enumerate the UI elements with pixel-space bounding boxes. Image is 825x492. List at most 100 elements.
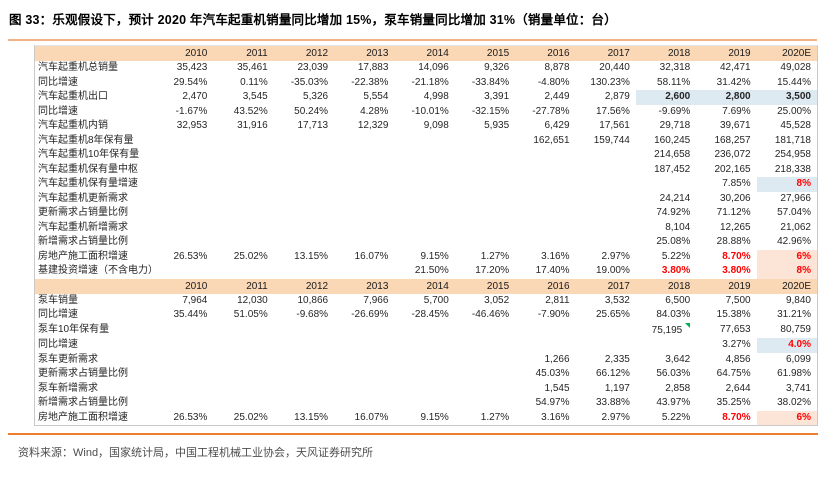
table-row: 汽车起重机出口 2,470 3,545 5,326 5,554 4,998 3,391 2,4…	[35, 90, 817, 105]
data-cell	[334, 163, 394, 178]
data-cell	[455, 192, 515, 207]
row-label: 更新需求占销量比例	[38, 368, 128, 379]
table-row: 汽车起重机8年保有量 162,651 159,744 160,245 168,257 18…	[35, 134, 817, 149]
excel-flag-icon	[685, 322, 691, 328]
row-label: 基建投资增速（不含电力）	[38, 265, 158, 276]
data-cell	[455, 382, 515, 397]
data-cell: 3,391	[484, 91, 510, 102]
data-cell: 43.52%	[233, 105, 268, 117]
data-cell: 17,883	[357, 62, 389, 73]
data-cell: 35,461	[237, 62, 268, 73]
data-cell	[455, 148, 515, 163]
data-cell: 2,811	[545, 294, 570, 306]
data-cell: 9,326	[484, 62, 510, 73]
data-cell	[455, 163, 515, 178]
data-cell: 23,039	[297, 62, 329, 73]
data-cell	[274, 382, 334, 397]
year-header: 2015	[454, 278, 516, 294]
row-label: 泵车更新需求	[38, 353, 98, 365]
data-cell	[455, 338, 515, 353]
data-cell: -7.90%	[537, 309, 570, 320]
data-cell: 12,030	[237, 294, 268, 306]
data-cell: 4.0%	[756, 338, 817, 353]
year-header: 2020E	[756, 278, 817, 294]
data-cell: 2,470	[182, 91, 208, 102]
data-cell	[394, 235, 454, 250]
data-cell	[334, 264, 394, 279]
data-cell: 7,500	[725, 294, 751, 306]
data-cell: 42.96%	[777, 236, 811, 247]
data-cell	[394, 177, 454, 192]
data-cell	[153, 192, 213, 207]
data-cell: 21,062	[780, 221, 811, 233]
year-header-row: 2010 2011 2012 2013 2014 2015 2016 2017 2018 2019…	[35, 278, 817, 294]
data-cell	[455, 367, 515, 382]
data-cell	[334, 367, 394, 382]
data-cell	[576, 192, 636, 207]
data-cell	[153, 338, 213, 353]
table-row: 新增需求占销量比例 25.08% 28.88% 42.96%	[35, 235, 817, 250]
table-row: 新增需求占销量比例 54.97% 33.88% 43.97% 35.25% 38.02%	[35, 396, 817, 411]
pump-forecast-table: 2010 2011 2012 2013 2014 2015 2016 2017 2018 2019…	[35, 278, 817, 425]
data-cell	[394, 148, 454, 163]
data-cell	[394, 221, 454, 236]
data-cell: 9,840	[785, 294, 811, 306]
data-cell: 2,644	[725, 382, 751, 394]
table-row: 房地产施工面积增速 26.53% 25.02% 13.15% 16.07% 9.15% 1.…	[35, 249, 817, 264]
data-cell	[455, 396, 515, 411]
data-cell: 4.28%	[360, 105, 389, 117]
data-cell	[334, 148, 394, 163]
row-label: 汽车起重机内销	[38, 120, 108, 131]
data-cell: 3,052	[484, 294, 510, 306]
table-row: 汽车起重机10年保有量 214,658 236,072 254,958	[35, 148, 817, 163]
data-cell: 160,245	[654, 134, 691, 146]
table-row: 汽车起重机总销量 35,423 35,461 23,039 17,883 14,096 9,…	[35, 61, 817, 76]
data-cell: 2.97%	[601, 250, 630, 262]
data-cell: 43.97%	[656, 397, 691, 408]
row-label: 同比增速	[38, 76, 78, 88]
data-cell	[515, 163, 575, 178]
data-cell	[394, 353, 454, 368]
data-cell: 26.53%	[173, 411, 208, 423]
data-cell	[576, 338, 636, 353]
data-cell: 16.07%	[354, 250, 389, 262]
data-cell: 51.05%	[233, 309, 268, 320]
data-cell: 12,329	[357, 120, 389, 131]
data-cell	[334, 192, 394, 207]
data-cell	[334, 338, 394, 353]
table-row: 汽车起重机新增需求 8,104 12,265 21,062	[35, 221, 817, 236]
data-cell: 24,214	[659, 192, 691, 204]
data-cell	[274, 177, 334, 192]
data-cell	[153, 264, 213, 279]
year-header: 2019	[696, 46, 757, 61]
data-cell: 42,471	[720, 62, 751, 73]
data-cell: 13.15%	[294, 250, 329, 262]
table-row: 汽车起重机保有量中枢 187,452 202,165 218,338	[35, 163, 817, 178]
data-cell	[274, 396, 334, 411]
year-header: 2014	[394, 46, 455, 61]
data-cell: 2,858	[665, 382, 691, 394]
data-cell: -27.78%	[532, 105, 570, 117]
data-cell: 4,856	[725, 353, 751, 365]
data-cell: 5,554	[363, 91, 389, 102]
crane-forecast-table: 2010 2011 2012 2013 2014 2015 2016 2017 2018 2019…	[35, 46, 817, 279]
data-cell	[274, 338, 334, 353]
year-header: 2016	[515, 46, 576, 61]
data-cell: 2,600	[635, 90, 697, 105]
data-table-container: 2010 2011 2012 2013 2014 2015 2016 2017 2018 2019…	[34, 45, 818, 426]
data-cell: 25.65%	[595, 309, 630, 320]
data-cell: 7,966	[363, 294, 389, 306]
report-page: { "title": "图 33：乐观假设下，预计 2020 年汽车起重机销量同…	[0, 9, 825, 492]
data-cell	[213, 323, 273, 339]
data-cell: -9.69%	[658, 105, 691, 117]
data-cell	[274, 148, 334, 163]
data-cell	[334, 221, 394, 236]
data-cell	[274, 353, 334, 368]
data-cell: -22.38%	[351, 76, 389, 88]
data-cell	[153, 235, 213, 250]
data-cell	[394, 323, 454, 339]
data-cell: 39,671	[720, 120, 751, 131]
data-cell	[394, 396, 454, 411]
table-row: 基建投资增速（不含电力） 21.50% 17.20% 17.40% 19.00% 3.80…	[35, 264, 817, 279]
year-header: 2019	[696, 278, 757, 294]
